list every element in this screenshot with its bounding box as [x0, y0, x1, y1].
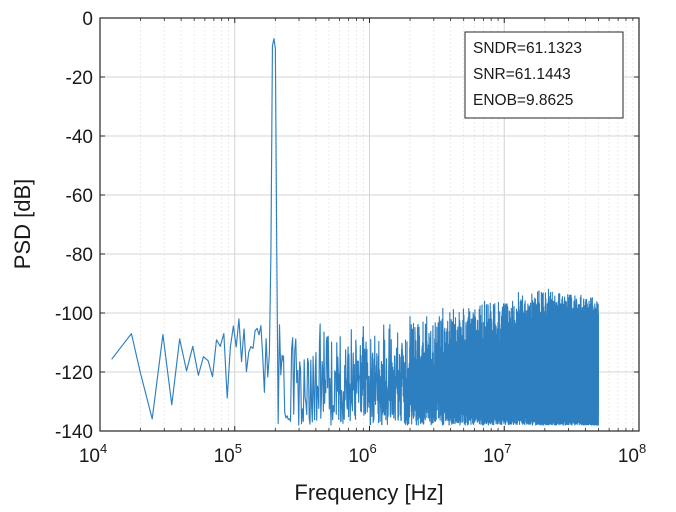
metrics-legend-box: SNDR=61.1323 SNR=61.1443 ENOB=9.8625 — [464, 31, 624, 119]
y-tick-label: 0 — [82, 9, 93, 30]
x-tick-label: 106 — [348, 441, 376, 467]
x-tick-base: 10 — [214, 446, 235, 467]
x-tick-exponent: 7 — [504, 441, 511, 456]
x-tick-label: 104 — [79, 441, 107, 467]
series-layer — [111, 38, 600, 426]
x-tick-exponent: 8 — [639, 441, 646, 456]
y-tick-labels: 0 -20 -40 -60 -80 -100 -120 -140 — [55, 9, 93, 443]
y-tick-label: -140 — [55, 422, 93, 443]
axis-tick-marks — [99, 17, 640, 432]
y-tick-label: -120 — [55, 363, 93, 384]
y-axis-label: PSD [dB] — [10, 179, 35, 269]
y-tick-label: -60 — [66, 186, 93, 207]
x-tick-base: 10 — [483, 446, 504, 467]
x-tick-exponent: 6 — [369, 441, 376, 456]
y-tick-label: -20 — [66, 68, 93, 89]
x-tick-exponent: 4 — [100, 441, 107, 456]
x-axis-label: Frequency [Hz] — [294, 480, 443, 505]
metric-enob: ENOB=9.8625 — [473, 92, 573, 109]
x-tick-base: 10 — [79, 446, 100, 467]
y-tick-label: -100 — [55, 304, 93, 325]
y-tick-label: -80 — [66, 245, 93, 266]
x-tick-labels: 104 105 106 107 108 — [79, 441, 646, 467]
x-tick-label: 108 — [618, 441, 646, 467]
x-tick-exponent: 5 — [235, 441, 242, 456]
y-tick-label: -40 — [66, 127, 93, 148]
psd-series-line — [111, 38, 600, 426]
metric-sndr: SNDR=61.1323 — [473, 40, 582, 57]
x-tick-label: 107 — [483, 441, 511, 467]
x-tick-base: 10 — [348, 446, 369, 467]
x-tick-base: 10 — [618, 446, 639, 467]
metrics-legend-frame — [464, 31, 624, 119]
metric-snr: SNR=61.1443 — [473, 66, 571, 83]
x-tick-label: 105 — [214, 441, 242, 467]
